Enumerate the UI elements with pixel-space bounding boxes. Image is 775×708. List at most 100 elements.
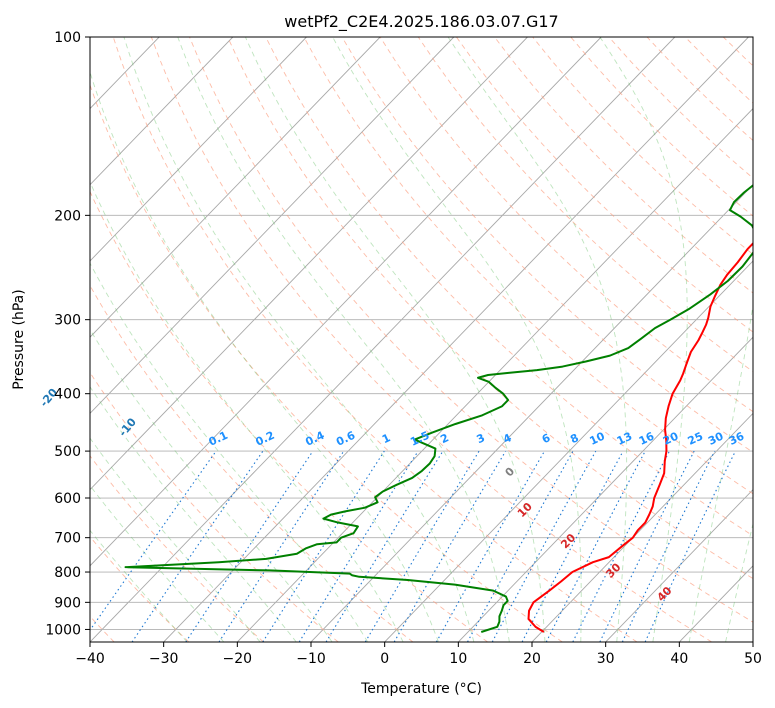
mixing-ratio-line <box>325 450 444 642</box>
isotherm-line <box>237 107 753 642</box>
x-tick-label: 30 <box>597 651 615 667</box>
dry-adiabat-line <box>150 37 712 642</box>
mixing-ratio-line <box>131 450 264 642</box>
moist-adiabat-line <box>90 437 261 642</box>
moist-adiabat-label: 30 <box>603 560 623 580</box>
moist-adiabat-line <box>332 37 582 642</box>
mixing-ratio-line <box>364 450 480 642</box>
x-tick-label: −10 <box>296 651 326 667</box>
moist-adiabat-label: 0 <box>503 465 518 480</box>
dry-adiabat-line <box>90 190 488 642</box>
dry-adiabat-line <box>341 37 753 453</box>
y-tick-label: 1000 <box>45 622 81 638</box>
dry-adiabat-line <box>608 37 753 179</box>
dewpoint-profile-line <box>124 184 753 633</box>
mixing-ratio-line <box>298 450 419 642</box>
moist-adiabat-line <box>90 70 439 642</box>
isotherm-line <box>90 37 455 415</box>
temperature-profile-line <box>527 242 753 633</box>
isotherm-line <box>458 336 753 642</box>
moist-adiabat-line <box>90 180 404 642</box>
moist-adiabats <box>90 37 753 642</box>
dry-adiabat-label: -10 <box>116 415 139 439</box>
dry-adiabat-line <box>456 37 753 333</box>
dry-adiabat-line <box>90 455 264 642</box>
moist-adiabat-line <box>244 37 546 642</box>
moist-adiabat-line <box>599 37 688 642</box>
isotherm-line <box>90 37 234 186</box>
mixing-ratio-label: 25 <box>686 430 705 448</box>
moist-adiabat-label: 40 <box>655 584 675 604</box>
dry-adiabats <box>90 37 753 642</box>
moist-adiabat-line <box>688 302 753 642</box>
isotherm-line <box>752 641 753 642</box>
chart-title: wetPf2_C2E4.2025.186.03.07.G17 <box>284 12 558 32</box>
mixing-ratio-line <box>467 450 574 642</box>
moist-adiabat-line <box>90 328 333 642</box>
mixing-ratio-line <box>218 450 345 642</box>
isotherm-line <box>605 488 753 642</box>
dry-adiabat-line <box>90 284 414 642</box>
y-tick-label: 800 <box>54 565 81 581</box>
x-tick-label: −20 <box>223 651 253 667</box>
profile-series <box>124 184 753 633</box>
dry-adiabat-line <box>90 371 339 642</box>
mixing-ratio-label: 1 <box>380 431 392 446</box>
mixing-ratio-line <box>521 450 624 642</box>
isotherm-line <box>90 37 381 338</box>
mixing-ratio-label: 0.6 <box>334 429 357 449</box>
y-tick-label: 300 <box>54 313 81 329</box>
mixing-ratio-label: 2 <box>438 431 450 446</box>
isotherm-line <box>90 37 676 642</box>
moist-adiabat-line <box>177 37 510 642</box>
x-tick-label: 0 <box>380 651 389 667</box>
dry-adiabat-line <box>189 37 753 623</box>
mixing-ratio-label: 0.1 <box>207 429 230 449</box>
mixing-ratio-line <box>491 450 597 642</box>
moist-adiabat-line <box>90 484 225 642</box>
pressure-gridlines <box>90 37 753 630</box>
mixing-ratio-label: 13 <box>615 430 634 448</box>
x-tick-label: 40 <box>670 651 688 667</box>
mixing-ratio-line <box>393 450 507 642</box>
x-tick-label: 20 <box>523 651 541 667</box>
y-tick-label: 200 <box>54 208 81 224</box>
mixing-ratio-line <box>262 450 385 642</box>
mixing-ratio-label: 6 <box>540 431 553 446</box>
dry-adiabat-line <box>722 37 753 67</box>
dry-adiabat-line <box>90 535 190 642</box>
mixing-ratio-line <box>599 450 695 642</box>
x-tick-label: −40 <box>75 651 105 667</box>
y-tick-label: 900 <box>54 595 81 611</box>
y-axis-label: Pressure (hPa) <box>11 289 27 389</box>
dry-adiabat-line <box>265 37 753 537</box>
mixing-ratio-line <box>90 450 217 632</box>
y-axis-ticks: 100 200 300 400 500 600 700 800 900 1000 <box>45 30 90 638</box>
mixing-ratio-label: 16 <box>637 429 657 447</box>
mixing-ratio-lines <box>90 450 736 642</box>
moist-adiabat-line <box>90 529 188 642</box>
moist-adiabat-line <box>447 37 628 642</box>
mixing-ratio-label: 30 <box>706 429 726 447</box>
isotherm-line <box>90 37 528 491</box>
isotherm-lines <box>90 37 753 642</box>
x-axis-ticks: −40 −30 −20 −10 0 10 20 30 40 50 <box>75 642 762 667</box>
mixing-ratio-label: 3 <box>475 431 487 446</box>
x-tick-label: −30 <box>149 651 179 667</box>
dry-adiabat-line <box>570 37 753 217</box>
x-tick-label: 50 <box>744 651 762 667</box>
mixing-ratio-line <box>644 450 736 642</box>
mixing-ratio-line <box>545 450 646 642</box>
dry-adiabat-line <box>90 83 563 642</box>
x-axis-label: Temperature (°C) <box>360 681 482 697</box>
dry-adiabat-line <box>112 37 638 642</box>
isotherm-line <box>90 37 602 567</box>
dry-adiabat-line <box>379 37 753 413</box>
isotherm-line <box>384 260 753 642</box>
isotherm-line <box>90 37 307 262</box>
isotherm-line <box>163 37 749 642</box>
y-tick-label: 400 <box>54 387 81 403</box>
y-tick-label: 500 <box>54 444 81 460</box>
plot-frame <box>89 36 754 643</box>
